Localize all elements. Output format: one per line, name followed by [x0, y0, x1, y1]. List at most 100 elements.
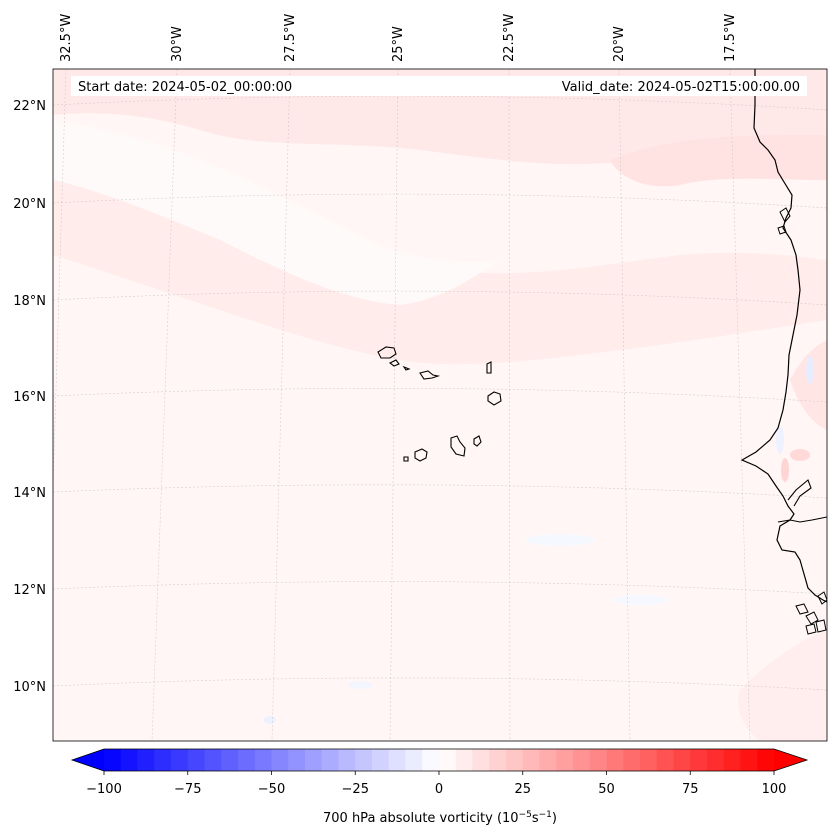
colorbar-cell: [120, 749, 138, 771]
vorticity-patch-negative-4: [776, 426, 784, 454]
colorbar-tick-label: 75: [682, 782, 699, 797]
colorbar-cell: [656, 749, 674, 771]
colorbar-cell: [740, 749, 758, 771]
colorbar-tick-label: −75: [174, 782, 201, 797]
vorticity-band-north-east: [610, 135, 827, 187]
colorbar-cell: [388, 749, 406, 771]
vorticity-patch-coast: [790, 340, 827, 430]
colorbar-cell: [305, 749, 323, 771]
latitude-label: 18°N: [13, 294, 46, 309]
coastline-gambia: [787, 479, 812, 507]
island-sao-vicente: [388, 359, 400, 367]
island-santo-antao: [377, 346, 397, 359]
colorbar-tick-label: 25: [514, 782, 531, 797]
colorbar-min-extend: [72, 749, 104, 771]
island-sal: [486, 361, 492, 374]
latitude-label: 20°N: [13, 197, 46, 212]
island-sao-nicolau: [419, 370, 441, 380]
island-fogo: [414, 448, 428, 462]
colorbar-cell: [422, 749, 440, 771]
vorticity-patch-negative-2: [612, 595, 668, 605]
colorbar-cell: [171, 749, 189, 771]
colorbar-cells: [104, 749, 775, 771]
colorbar-tick-label: 0: [435, 782, 443, 797]
start-date-text: Start date: 2024-05-02_00:00:00: [78, 80, 292, 95]
colorbar-cell: [288, 749, 306, 771]
colorbar-max-extend: [774, 749, 807, 771]
colorbar-cell: [690, 749, 708, 771]
latitude-label: 12°N: [13, 583, 46, 598]
header-box: [71, 76, 807, 96]
african-coastline: [740, 69, 827, 603]
coastline-guinea-bissau: [777, 516, 827, 523]
colorbar-tick-label: −50: [258, 782, 285, 797]
vorticity-patch-positive-1: [790, 449, 810, 461]
colorbar: −100 −75 −50 −25 0 25 50 75 100 700 hPa absolute…: [70, 748, 809, 826]
vorticity-patch-negative-5: [264, 716, 276, 724]
colorbar-cell: [204, 749, 222, 771]
colorbar-cell: [238, 749, 256, 771]
colorbar-cell: [455, 749, 473, 771]
longitude-label: 25°W: [391, 26, 406, 62]
colorbar-tick-label: −100: [86, 782, 122, 797]
colorbar-cell: [573, 749, 591, 771]
colorbar-cell: [623, 749, 641, 771]
island-maio: [473, 435, 482, 447]
cape-verde-islands: [377, 346, 502, 462]
colorbar-cell: [723, 749, 741, 771]
vorticity-patch-south-east: [738, 630, 827, 741]
colorbar-cell: [254, 749, 272, 771]
island-santa-luzia: [402, 365, 411, 371]
colorbar-cell: [439, 749, 457, 771]
colorbar-tick-label: 50: [598, 782, 615, 797]
colorbar-cell: [589, 749, 607, 771]
colorbar-cell: [506, 749, 524, 771]
longitude-label: 22.5°W: [502, 14, 517, 62]
colorbar-cell: [372, 749, 390, 771]
colorbar-cell: [556, 749, 574, 771]
colorbar-title: 700 hPa absolute vorticity (10−5s−1): [323, 810, 557, 826]
longitude-label: 32.5°W: [59, 14, 74, 62]
colorbar-cell: [405, 749, 423, 771]
vorticity-band-central: [53, 165, 827, 365]
colorbar-tick-label: −25: [342, 782, 369, 797]
colorbar-cell: [522, 749, 540, 771]
longitude-label: 27.5°W: [283, 14, 298, 62]
colorbar-cell: [104, 749, 122, 771]
colorbar-cell: [757, 749, 775, 771]
vorticity-patch-negative-6: [348, 681, 372, 689]
colorbar-cell: [355, 749, 373, 771]
vorticity-patch-negative-3: [806, 356, 814, 384]
latitude-label: 22°N: [13, 99, 46, 114]
latitude-label: 14°N: [13, 486, 46, 501]
vorticity-patch-positive-2: [781, 458, 789, 482]
longitude-label: 20°W: [612, 26, 627, 62]
longitude-labels: 32.5°W 30°W 27.5°W 25°W 22.5°W 20°W 17.5°W: [59, 14, 738, 62]
colorbar-cell: [707, 749, 725, 771]
colorbar-cell: [489, 749, 507, 771]
colorbar-cell: [338, 749, 356, 771]
colorbar-cell: [673, 749, 691, 771]
valid-date-text: Valid_date: 2024-05-02T15:00:00.00: [562, 80, 800, 95]
coastline-canary-detail: [777, 207, 791, 235]
colorbar-cell: [606, 749, 624, 771]
colorbar-tick-label: 100: [762, 782, 787, 797]
colorbar-cell: [321, 749, 339, 771]
island-santiago: [450, 435, 466, 457]
vorticity-patch-negative-1: [525, 534, 595, 546]
longitude-label: 30°W: [170, 26, 185, 62]
colorbar-cell: [154, 749, 172, 771]
coastline-islands-bijagos: [795, 591, 827, 635]
colorbar-cell: [221, 749, 239, 771]
map-frame: [52, 68, 828, 742]
vorticity-band-white: [53, 120, 500, 305]
island-boa-vista: [487, 391, 502, 406]
colorbar-cell: [640, 749, 658, 771]
latitude-label: 10°N: [13, 680, 46, 695]
colorbar-cell: [539, 749, 557, 771]
colorbar-cell: [137, 749, 155, 771]
meridian-gridlines: [53, 69, 751, 741]
map-panel: Start date: 2024-05-02_00:00:00 Valid_da…: [53, 69, 827, 741]
colorbar-cell: [472, 749, 490, 771]
